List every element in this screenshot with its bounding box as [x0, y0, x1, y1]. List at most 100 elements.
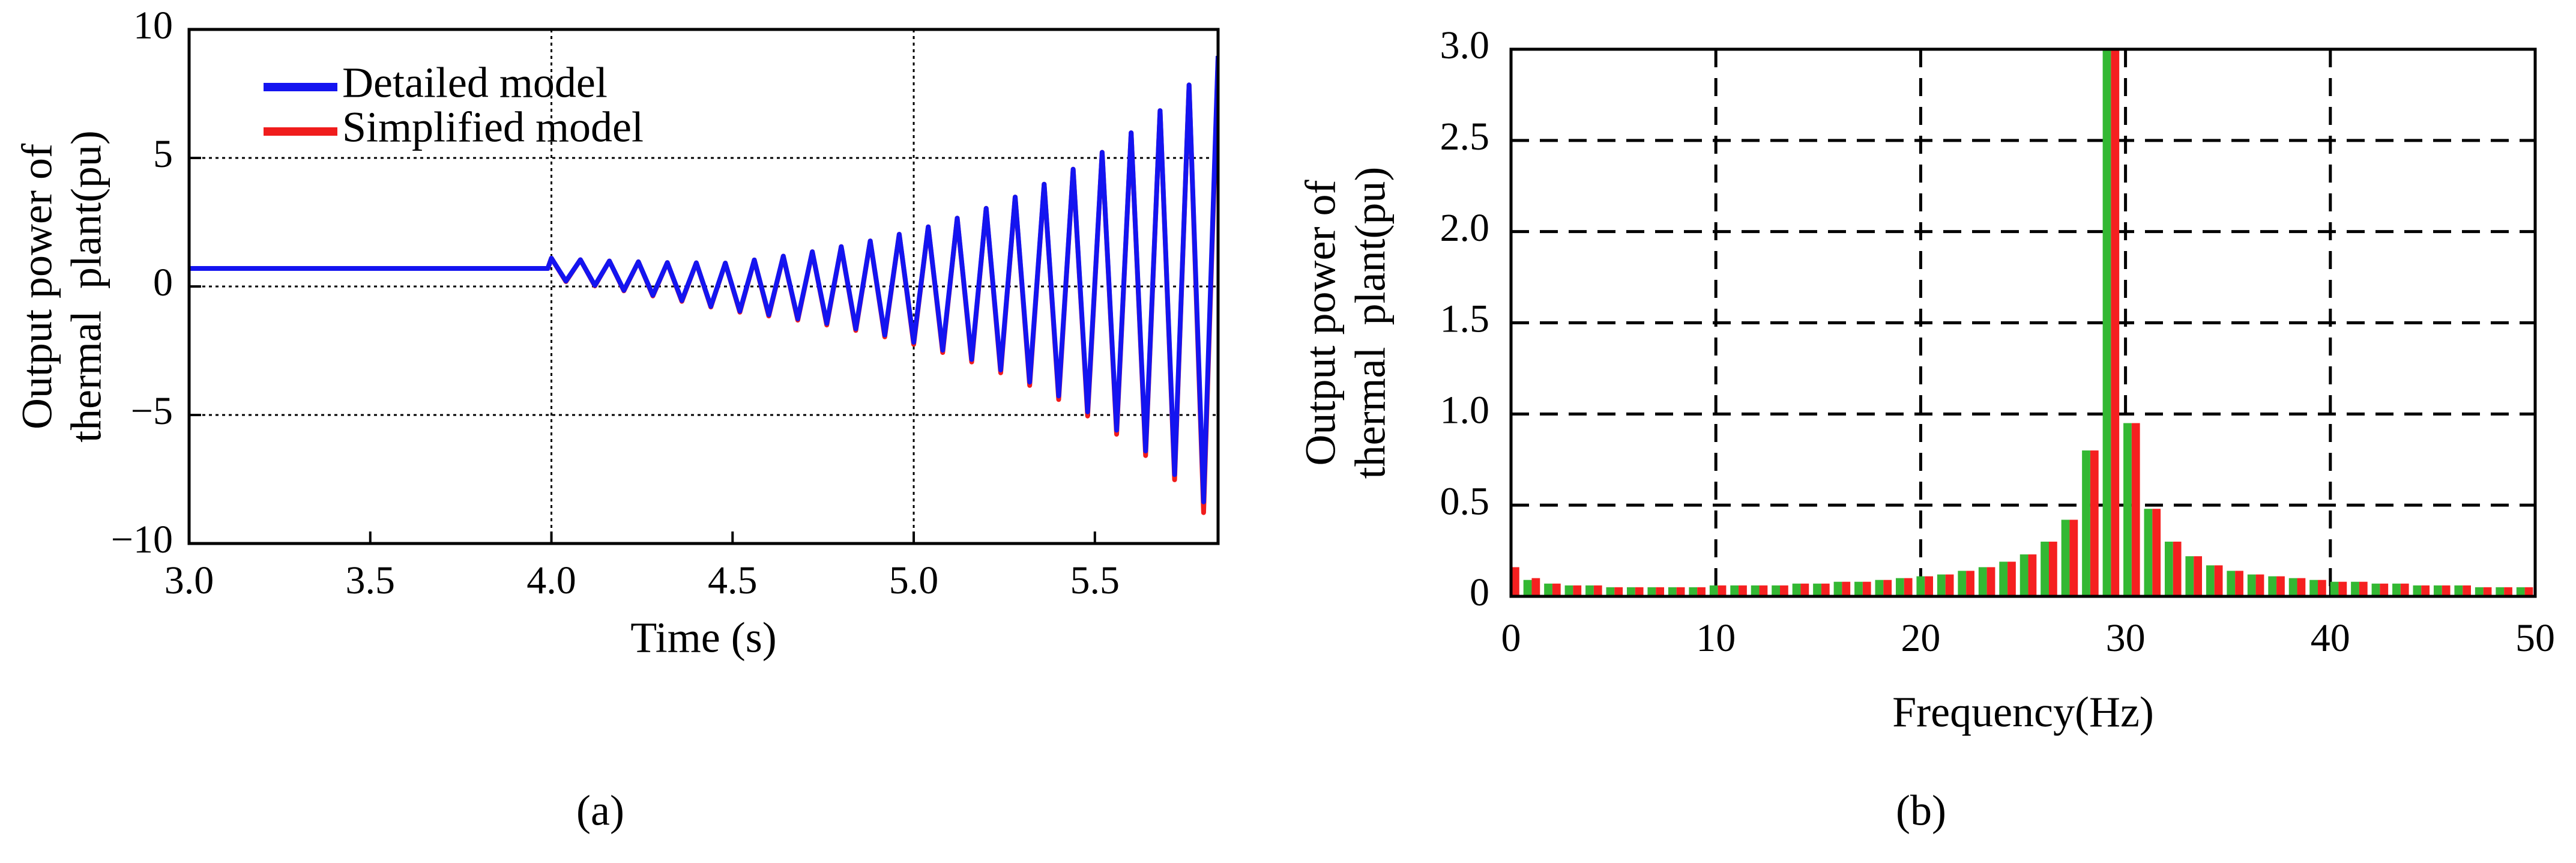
x-tick-label: 30	[2106, 616, 2146, 660]
bar	[2090, 450, 2099, 596]
bar	[1759, 585, 1768, 596]
bar	[1958, 571, 1967, 596]
x-axis-label: Time (s)	[630, 614, 776, 662]
y-tick-label: 0	[153, 261, 173, 304]
bar	[1800, 583, 1809, 596]
bar	[1821, 583, 1830, 596]
x-tick-label: 3.0	[164, 559, 214, 602]
bar	[2235, 571, 2243, 596]
bar	[2338, 581, 2347, 596]
bar	[2041, 541, 2049, 596]
bar	[1916, 576, 1925, 596]
bar	[2288, 578, 2297, 596]
bar	[1523, 580, 1532, 596]
y-tick-label: 1.0	[1440, 388, 1490, 432]
bar	[2309, 580, 2318, 596]
bar	[2421, 585, 2430, 596]
bar	[2144, 509, 2153, 596]
bar	[2359, 581, 2368, 596]
bar	[1779, 585, 1788, 596]
bar	[2152, 509, 2161, 596]
x-tick-label: 20	[1901, 616, 1940, 660]
bar	[1593, 585, 1602, 596]
chart-panel: 0 0.5 1.0 1.5 2.0 2.5 3.0 0 10 20 30 40 50 Frequency(…	[1297, 23, 2555, 834]
x-tick-label: 5.0	[889, 559, 939, 602]
bar	[1511, 567, 1519, 596]
bar	[1544, 583, 1552, 596]
x-tick-label: 4.0	[526, 559, 576, 602]
bar	[2173, 541, 2182, 596]
bar	[1862, 581, 1871, 596]
bar	[2102, 49, 2111, 596]
bar	[2214, 565, 2223, 596]
x-axis-label: Frequency(Hz)	[1892, 688, 2154, 736]
bar	[2504, 587, 2512, 596]
bar	[1531, 578, 1540, 596]
bar	[1751, 585, 1760, 596]
chart-panel: −10 −5 0 5 10 3.0 3.5 4.0 4.5 5.0 5.5 Detailed mode…	[13, 4, 1220, 835]
bar	[2111, 49, 2120, 596]
bar	[1904, 578, 1913, 596]
bar	[1552, 583, 1561, 596]
y-tick-label: 10	[133, 4, 173, 47]
bar	[1697, 587, 1706, 596]
bar	[2028, 554, 2037, 596]
x-tick-label: 3.5	[346, 559, 396, 602]
series-line	[189, 55, 1218, 504]
bar	[1854, 581, 1863, 596]
bar	[2483, 587, 2492, 596]
bar	[2048, 541, 2057, 596]
bar	[2206, 565, 2215, 596]
y-tick-label: 2.5	[1440, 115, 1490, 159]
x-tick-label: 0	[1501, 616, 1521, 660]
bar	[1833, 581, 1842, 596]
bar	[1895, 578, 1904, 596]
bar	[1564, 585, 1573, 596]
y-tick-label: 5	[153, 132, 173, 176]
plot-frame	[187, 28, 1220, 545]
plot-area	[1511, 49, 2533, 596]
bar	[2297, 578, 2306, 596]
x-tick-label: 50	[2515, 616, 2555, 660]
y-tick-label: 0	[1470, 571, 1489, 614]
x-tick-label: 40	[2311, 616, 2350, 660]
y-axis-label: thermal plant(pu)	[1347, 167, 1395, 479]
bar	[2061, 519, 2070, 596]
bar	[2496, 587, 2505, 596]
bar	[1585, 585, 1594, 596]
bar	[2351, 581, 2359, 596]
bar	[1978, 567, 1987, 596]
bar	[2227, 571, 2236, 596]
bar	[1966, 571, 1974, 596]
bar	[2123, 423, 2132, 596]
bar	[1999, 562, 2008, 596]
bar	[1635, 587, 1644, 596]
bar	[2516, 587, 2525, 596]
bar	[2413, 585, 2422, 596]
bar	[2247, 574, 2256, 596]
bar	[1925, 576, 1934, 596]
bar	[2454, 585, 2463, 596]
bar	[1668, 587, 1677, 596]
bar	[1573, 585, 1582, 596]
y-tick-label: 3.0	[1440, 23, 1490, 67]
bar	[1689, 587, 1698, 596]
bar	[2164, 541, 2173, 596]
bar	[1606, 587, 1615, 596]
legend-label: Detailed model	[342, 59, 608, 107]
bar	[1842, 581, 1851, 596]
bar	[1730, 585, 1739, 596]
bar	[2185, 556, 2194, 596]
bar	[1792, 583, 1801, 596]
bar	[2463, 585, 2471, 596]
bar	[2069, 519, 2078, 596]
plot-area	[189, 55, 1218, 515]
bar	[2007, 562, 2016, 596]
y-tick-label: 2.0	[1440, 206, 1490, 250]
x-tick-label: 10	[1696, 616, 1736, 660]
bar	[1647, 587, 1656, 596]
bar	[2392, 583, 2401, 596]
panel-caption: (b)	[1896, 787, 1946, 835]
bar	[2380, 583, 2389, 596]
